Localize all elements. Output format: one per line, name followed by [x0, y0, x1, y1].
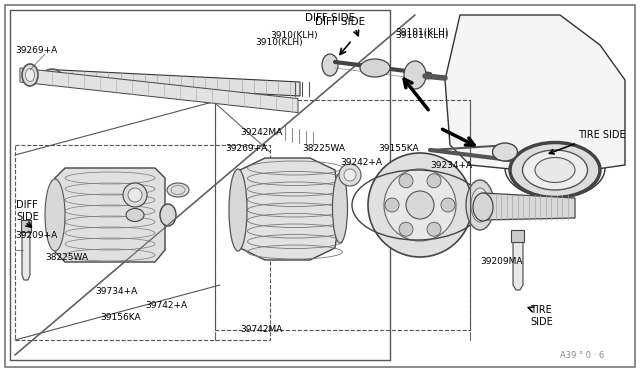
Text: DIFF: DIFF	[16, 200, 38, 210]
Bar	[21, 220, 31, 232]
Text: 3910(KLH): 3910(KLH)	[255, 38, 303, 46]
Text: 39156KA: 39156KA	[100, 314, 141, 323]
Text: 39234+A: 39234+A	[430, 160, 472, 170]
Text: 39734+A: 39734+A	[95, 288, 137, 296]
Polygon shape	[513, 240, 523, 290]
Circle shape	[385, 198, 399, 212]
Polygon shape	[55, 168, 165, 262]
Text: A39 ° 0 · 6: A39 ° 0 · 6	[560, 350, 604, 359]
Ellipse shape	[160, 204, 176, 226]
Text: SIDE: SIDE	[530, 317, 553, 327]
Text: 39209+A: 39209+A	[15, 231, 57, 240]
Circle shape	[406, 191, 434, 219]
Polygon shape	[235, 158, 340, 260]
Text: 39155KA: 39155KA	[378, 144, 419, 153]
Ellipse shape	[466, 180, 494, 230]
Ellipse shape	[510, 142, 600, 198]
Text: SIDE: SIDE	[16, 212, 39, 222]
Circle shape	[399, 222, 413, 236]
Circle shape	[368, 153, 472, 257]
Text: 39742+A: 39742+A	[145, 301, 187, 310]
Text: 39242MA: 39242MA	[240, 128, 282, 137]
Ellipse shape	[43, 69, 61, 82]
Text: 38225WA: 38225WA	[45, 253, 88, 263]
Ellipse shape	[22, 64, 38, 86]
Ellipse shape	[404, 61, 426, 89]
Polygon shape	[20, 68, 298, 113]
Text: TIRE: TIRE	[530, 305, 552, 315]
Circle shape	[427, 174, 441, 188]
Polygon shape	[483, 193, 575, 220]
Ellipse shape	[26, 68, 35, 81]
Ellipse shape	[322, 54, 338, 76]
Text: 39269+A: 39269+A	[15, 45, 57, 55]
Ellipse shape	[522, 150, 588, 190]
Ellipse shape	[471, 188, 489, 222]
Ellipse shape	[45, 179, 65, 251]
Text: TIRE SIDE: TIRE SIDE	[578, 130, 626, 140]
Ellipse shape	[493, 143, 518, 161]
Ellipse shape	[126, 208, 144, 221]
Text: 39742MA: 39742MA	[240, 326, 282, 334]
Ellipse shape	[473, 193, 493, 221]
Ellipse shape	[167, 183, 189, 197]
Ellipse shape	[333, 173, 348, 243]
Ellipse shape	[360, 59, 390, 77]
Text: 39269+A: 39269+A	[225, 144, 268, 153]
Circle shape	[427, 222, 441, 236]
Text: 39101(KLH): 39101(KLH)	[395, 28, 449, 36]
Bar	[215, 100, 470, 330]
Circle shape	[128, 188, 142, 202]
Text: 39209MA: 39209MA	[480, 257, 522, 266]
Bar	[15, 145, 270, 340]
Circle shape	[384, 169, 456, 241]
Circle shape	[441, 198, 455, 212]
Polygon shape	[445, 15, 625, 170]
Circle shape	[339, 164, 361, 186]
Text: 3910(KLH): 3910(KLH)	[270, 31, 317, 39]
Bar	[511, 230, 524, 242]
Circle shape	[344, 169, 356, 181]
Ellipse shape	[47, 72, 57, 79]
Text: DIFF SIDE: DIFF SIDE	[315, 17, 365, 27]
Text: DIFF SIDE: DIFF SIDE	[305, 13, 355, 23]
Polygon shape	[55, 70, 300, 96]
Text: 39101(KLH): 39101(KLH)	[395, 31, 449, 39]
Polygon shape	[22, 230, 30, 280]
Text: 38225WA: 38225WA	[302, 144, 345, 153]
Ellipse shape	[535, 157, 575, 183]
Text: 39242+A: 39242+A	[340, 157, 382, 167]
Ellipse shape	[229, 169, 247, 251]
Circle shape	[399, 174, 413, 188]
Circle shape	[123, 183, 147, 207]
